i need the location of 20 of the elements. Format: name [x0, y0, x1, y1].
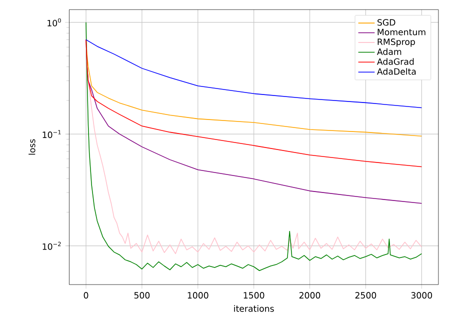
legend-label: AdaDelta	[377, 68, 416, 75]
x-tick-label: 500	[134, 292, 150, 299]
y-tick-label: 10$^{−2}$	[42, 242, 61, 250]
legend-label: AdaGrad	[377, 58, 414, 65]
x-tick-label: 1500	[244, 292, 264, 299]
legend-label: SGD	[378, 19, 396, 26]
legend-label: Momentum	[378, 28, 426, 36]
y-tick-label: 10$^{−1}$	[42, 130, 61, 138]
line-series	[86, 39, 422, 108]
legend-label: Adam	[377, 48, 402, 55]
y-axis-title: loss	[28, 139, 36, 155]
x-tick-label: 2500	[355, 292, 376, 299]
x-tick-label: 3000	[411, 292, 432, 299]
y-tick-label: 10$^{0}$	[48, 18, 61, 26]
x-axis-title: iterations	[234, 305, 274, 312]
x-tick-label: 2000	[299, 292, 320, 299]
legend-label: RMSprop	[378, 38, 415, 47]
x-tick-label: 0	[84, 292, 88, 299]
line-series	[86, 39, 422, 168]
x-tick-label: 1000	[188, 292, 208, 299]
